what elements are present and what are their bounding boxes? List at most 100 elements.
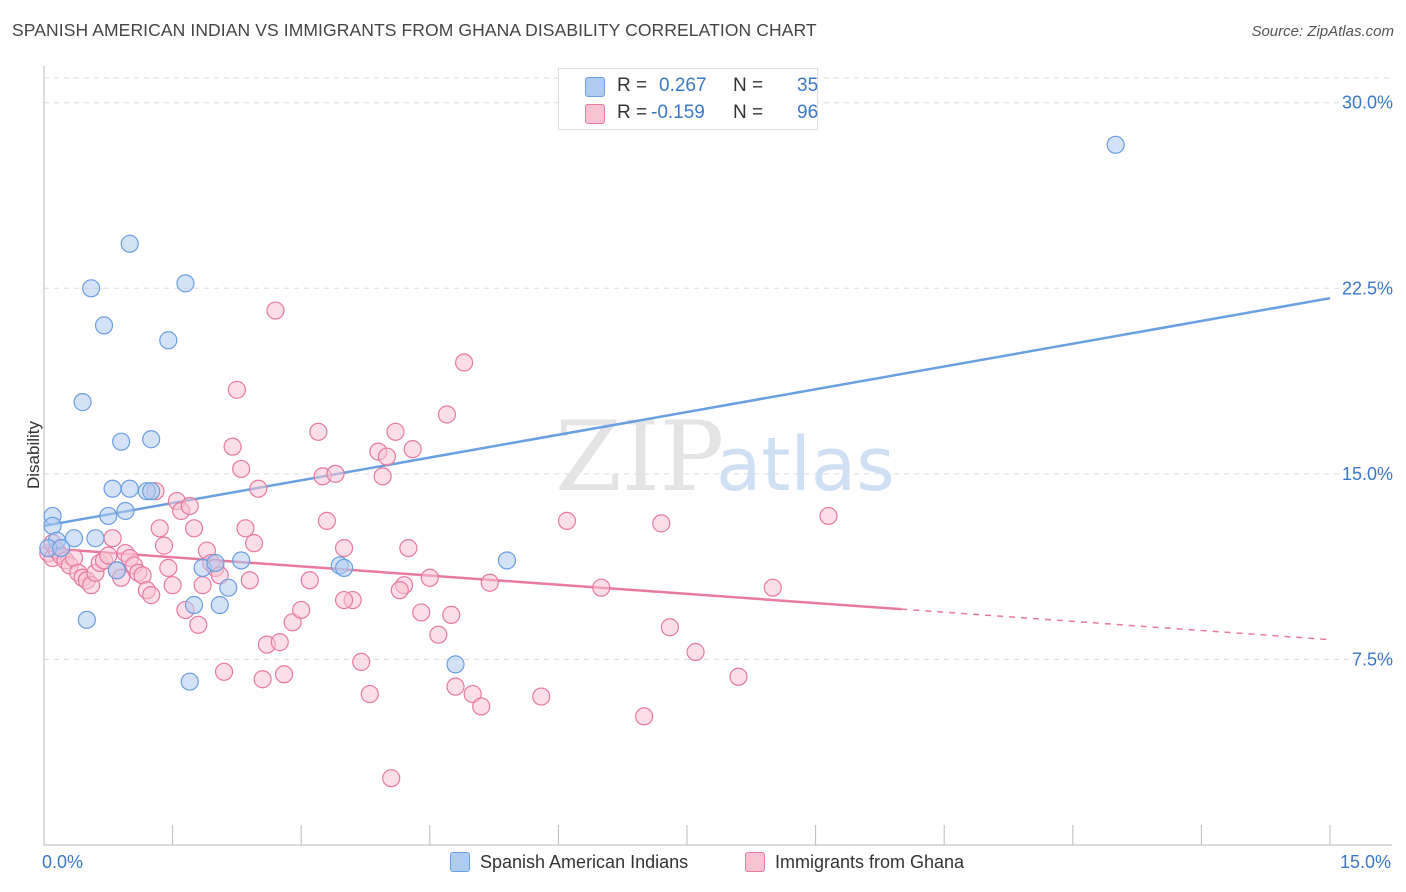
point-immigrants-from-ghana: [270, 633, 289, 652]
point-immigrants-from-ghana: [232, 459, 251, 479]
source-credit: Source: ZipAtlas.com: [1251, 23, 1394, 40]
r-value: 0.267: [659, 75, 707, 96]
legend-item-immigrants-from-ghana[interactable]: Immigrants from Ghana: [745, 852, 964, 873]
point-immigrants-from-ghana: [244, 534, 264, 553]
point-spanish-american-indians: [497, 551, 517, 570]
point-spanish-american-indians: [73, 393, 92, 412]
point-immigrants-from-ghana: [163, 576, 182, 595]
axes: [43, 66, 1392, 846]
point-spanish-american-indians: [219, 578, 238, 597]
data-points: [39, 135, 1125, 788]
point-immigrants-from-ghana: [635, 707, 654, 726]
n-value: 35: [797, 75, 819, 96]
point-immigrants-from-ghana: [763, 578, 782, 597]
point-immigrants-from-ghana: [463, 684, 482, 704]
point-immigrants-from-ghana: [686, 642, 705, 662]
point-immigrants-from-ghana: [446, 677, 465, 696]
point-spanish-american-indians: [107, 561, 126, 580]
y-tick-label: 22.5%: [1342, 278, 1393, 298]
n-label: N =: [733, 102, 764, 123]
n-value: 96: [797, 102, 819, 123]
legend-swatch-pink: [585, 104, 605, 124]
point-immigrants-from-ghana: [142, 586, 161, 605]
r-label: R =: [617, 102, 648, 123]
point-immigrants-from-ghana: [412, 603, 431, 622]
r-value: -0.159: [651, 102, 705, 123]
chart-title: SPANISH AMERICAN INDIAN VS IMMIGRANTS FR…: [12, 20, 817, 40]
point-spanish-american-indians: [77, 610, 96, 629]
point-immigrants-from-ghana: [532, 687, 551, 706]
point-immigrants-from-ghana: [223, 437, 242, 456]
point-immigrants-from-ghana: [386, 422, 405, 441]
point-spanish-american-indians: [142, 430, 161, 449]
point-immigrants-from-ghana: [352, 652, 371, 672]
point-immigrants-from-ghana: [390, 581, 409, 600]
point-spanish-american-indians: [1106, 135, 1125, 154]
point-immigrants-from-ghana: [317, 511, 337, 530]
point-immigrants-from-ghana: [249, 479, 268, 498]
n-label: N =: [733, 75, 764, 96]
x-axis-max-label: 15.0%: [1340, 852, 1392, 872]
point-spanish-american-indians: [176, 274, 195, 293]
legend-swatch-blue: [585, 77, 605, 97]
point-immigrants-from-ghana: [309, 422, 328, 441]
point-immigrants-from-ghana: [729, 667, 748, 686]
point-spanish-american-indians: [86, 529, 105, 548]
point-spanish-american-indians: [99, 506, 118, 526]
point-immigrants-from-ghana: [150, 519, 169, 538]
point-immigrants-from-ghana: [429, 625, 448, 644]
point-spanish-american-indians: [120, 234, 139, 253]
point-spanish-american-indians: [206, 553, 225, 573]
point-immigrants-from-ghana: [283, 613, 302, 632]
point-spanish-american-indians: [210, 595, 229, 615]
point-immigrants-from-ghana: [557, 511, 577, 530]
point-immigrants-from-ghana: [253, 670, 272, 689]
point-immigrants-from-ghana: [326, 464, 345, 483]
point-immigrants-from-ghana: [382, 769, 401, 788]
point-immigrants-from-ghana: [377, 447, 397, 466]
point-spanish-american-indians: [120, 479, 139, 498]
y-tick-label: 30.0%: [1342, 93, 1393, 113]
point-immigrants-from-ghana: [266, 301, 285, 320]
point-immigrants-from-ghana: [472, 697, 491, 716]
point-spanish-american-indians: [232, 551, 251, 570]
point-spanish-american-indians: [334, 558, 354, 577]
point-immigrants-from-ghana: [227, 380, 246, 399]
point-immigrants-from-ghana: [360, 684, 379, 704]
point-immigrants-from-ghana: [292, 600, 311, 620]
watermark: ZIP atlas: [555, 401, 895, 513]
point-immigrants-from-ghana: [420, 568, 439, 587]
point-spanish-american-indians: [64, 529, 84, 548]
point-immigrants-from-ghana: [442, 605, 461, 625]
legend-item-spanish-american-indians[interactable]: Spanish American Indians: [450, 852, 688, 873]
r-label: R =: [617, 75, 648, 96]
point-immigrants-from-ghana: [103, 529, 122, 548]
trend-line-1: [43, 546, 902, 611]
point-spanish-american-indians: [180, 672, 199, 691]
point-spanish-american-indians: [184, 595, 204, 615]
point-immigrants-from-ghana: [454, 353, 474, 372]
point-immigrants-from-ghana: [660, 618, 679, 637]
point-immigrants-from-ghana: [480, 573, 499, 592]
point-immigrants-from-ghana: [592, 578, 611, 597]
point-immigrants-from-ghana: [184, 519, 204, 538]
point-immigrants-from-ghana: [99, 546, 118, 565]
legend-swatch-blue: [450, 852, 470, 872]
watermark-atlas: atlas: [716, 422, 895, 508]
point-spanish-american-indians: [94, 316, 114, 335]
point-immigrants-from-ghana: [437, 405, 457, 424]
watermark-zip: ZIP: [555, 401, 724, 513]
point-immigrants-from-ghana: [399, 538, 418, 558]
point-immigrants-from-ghana: [274, 665, 294, 684]
point-spanish-american-indians: [116, 501, 135, 521]
point-immigrants-from-ghana: [193, 576, 212, 595]
legend-label: Spanish American Indians: [480, 852, 689, 872]
point-spanish-american-indians: [82, 279, 101, 298]
point-immigrants-from-ghana: [189, 615, 208, 634]
y-tick-label: 7.5%: [1352, 649, 1393, 669]
point-spanish-american-indians: [112, 432, 131, 451]
y-tick-labels: 7.5% 15.0% 22.5% 30.0%: [1342, 93, 1393, 670]
legend-swatch-pink: [745, 852, 765, 872]
point-immigrants-from-ghana: [236, 519, 255, 538]
